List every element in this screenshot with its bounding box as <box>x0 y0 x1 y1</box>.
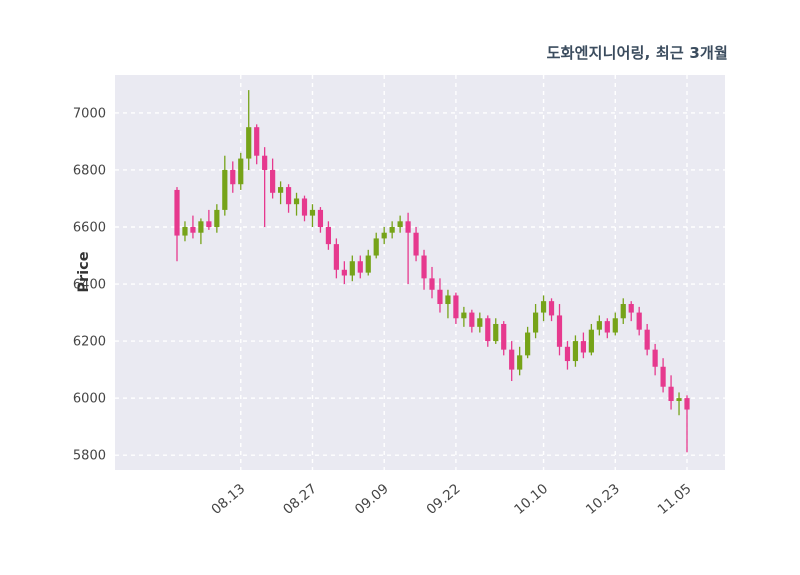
svg-text:11.05: 11.05 <box>655 481 695 518</box>
svg-text:7000: 7000 <box>73 106 106 121</box>
svg-text:Price: Price <box>76 251 92 292</box>
svg-text:08.27: 08.27 <box>280 481 320 518</box>
svg-text:10.23: 10.23 <box>583 481 623 518</box>
svg-text:09.09: 09.09 <box>352 481 392 518</box>
svg-text:5800: 5800 <box>73 449 106 464</box>
svg-text:6000: 6000 <box>73 392 106 407</box>
svg-text:6200: 6200 <box>73 335 106 350</box>
svg-text:6600: 6600 <box>73 221 106 236</box>
svg-text:6800: 6800 <box>73 163 106 178</box>
svg-text:10.10: 10.10 <box>511 481 551 518</box>
svg-text:6400: 6400 <box>73 278 106 293</box>
chart-title: 도화엔지니어링, 최근 3개월 <box>546 44 728 62</box>
svg-text:08.13: 08.13 <box>208 481 248 518</box>
svg-text:09.22: 09.22 <box>424 481 464 518</box>
